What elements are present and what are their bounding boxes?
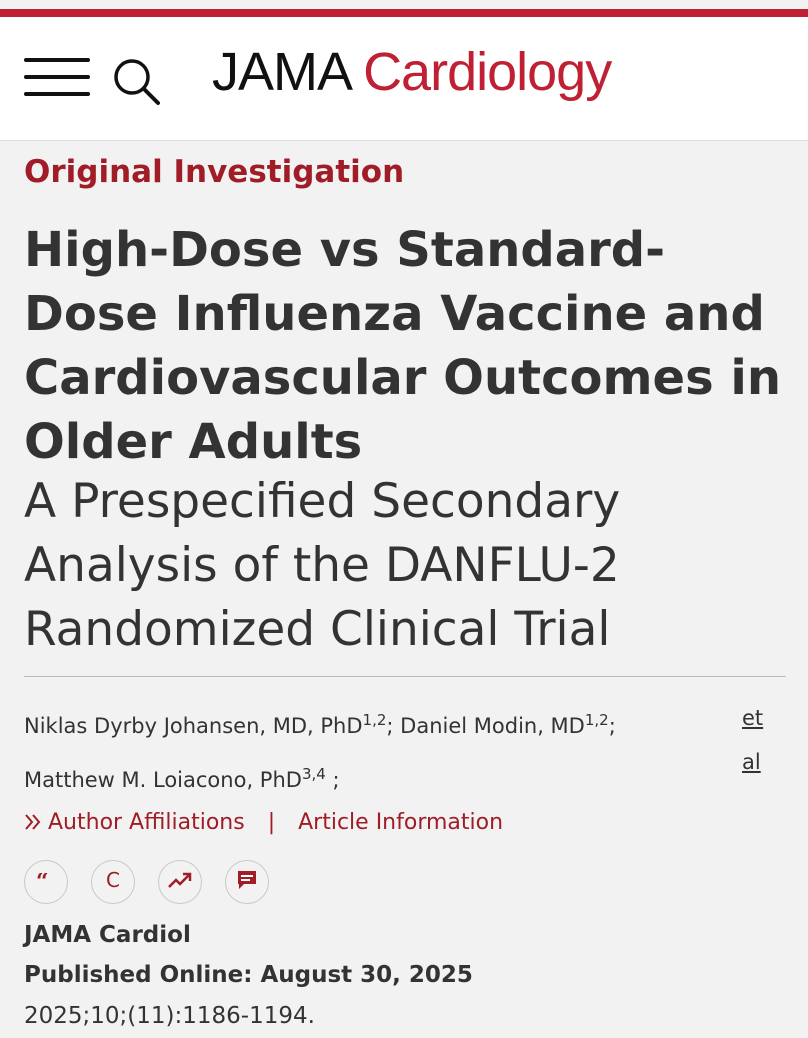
article-links: Author Affiliations | Article Informatio… (24, 810, 503, 835)
quote-icon: “ (36, 869, 56, 895)
et-al-link[interactable]: et al (742, 706, 764, 774)
trending-icon (168, 871, 192, 893)
brand-top-bar (0, 9, 808, 17)
journal-logo[interactable]: JAMA Cardiology (212, 41, 612, 103)
article-subtitle: A Prespecified Secondary Analysis of the… (24, 474, 621, 657)
author-name[interactable]: Daniel Modin, MD (400, 714, 585, 738)
double-chevron-right-icon (24, 810, 42, 835)
logo-jama: JAMA (212, 42, 350, 102)
author-separator: ; (386, 714, 401, 738)
article-tools: “ C (24, 860, 269, 904)
divider (24, 676, 786, 677)
article-information-link[interactable]: Article Information (298, 810, 504, 835)
svg-text:“: “ (36, 873, 49, 889)
author-affiliation-number: 1,2 (584, 711, 609, 729)
search-icon[interactable] (110, 55, 164, 109)
link-separator: | (267, 810, 276, 835)
comment-icon (236, 869, 258, 895)
author-affiliations-label: Author Affiliations (48, 810, 245, 835)
site-header: JAMA Cardiology (0, 17, 808, 141)
author-separator: ; (608, 714, 616, 738)
logo-cardiology: Cardiology (363, 42, 612, 102)
author-list: Niklas Dyrby Johansen, MD, PhD1,2; Danie… (24, 696, 714, 804)
journal-abbreviation: JAMA Cardiol (24, 922, 191, 948)
author-affiliation-number: 3,4 (301, 765, 326, 783)
permissions-button[interactable]: C (91, 860, 135, 904)
citation-details: 2025;10;(11):1186-1194. (24, 1003, 315, 1029)
cite-button[interactable]: “ (24, 860, 68, 904)
comment-button[interactable] (225, 860, 269, 904)
author-name[interactable]: Matthew M. Loiacono, PhD (24, 768, 302, 792)
published-date: Published Online: August 30, 2025 (24, 962, 473, 988)
hamburger-menu-icon[interactable] (24, 58, 90, 96)
copyright-icon: C (102, 868, 124, 895)
author-separator: ; (325, 768, 340, 792)
author-name[interactable]: Niklas Dyrby Johansen, MD, PhD (24, 714, 363, 738)
metrics-button[interactable] (158, 860, 202, 904)
article-title: High-Dose vs Standard-Dose Influenza Vac… (24, 222, 782, 470)
svg-text:C: C (106, 869, 120, 891)
article-type-label: Original Investigation (24, 154, 405, 190)
author-affiliation-number: 1,2 (362, 711, 387, 729)
author-affiliations-link[interactable]: Author Affiliations (24, 810, 252, 835)
